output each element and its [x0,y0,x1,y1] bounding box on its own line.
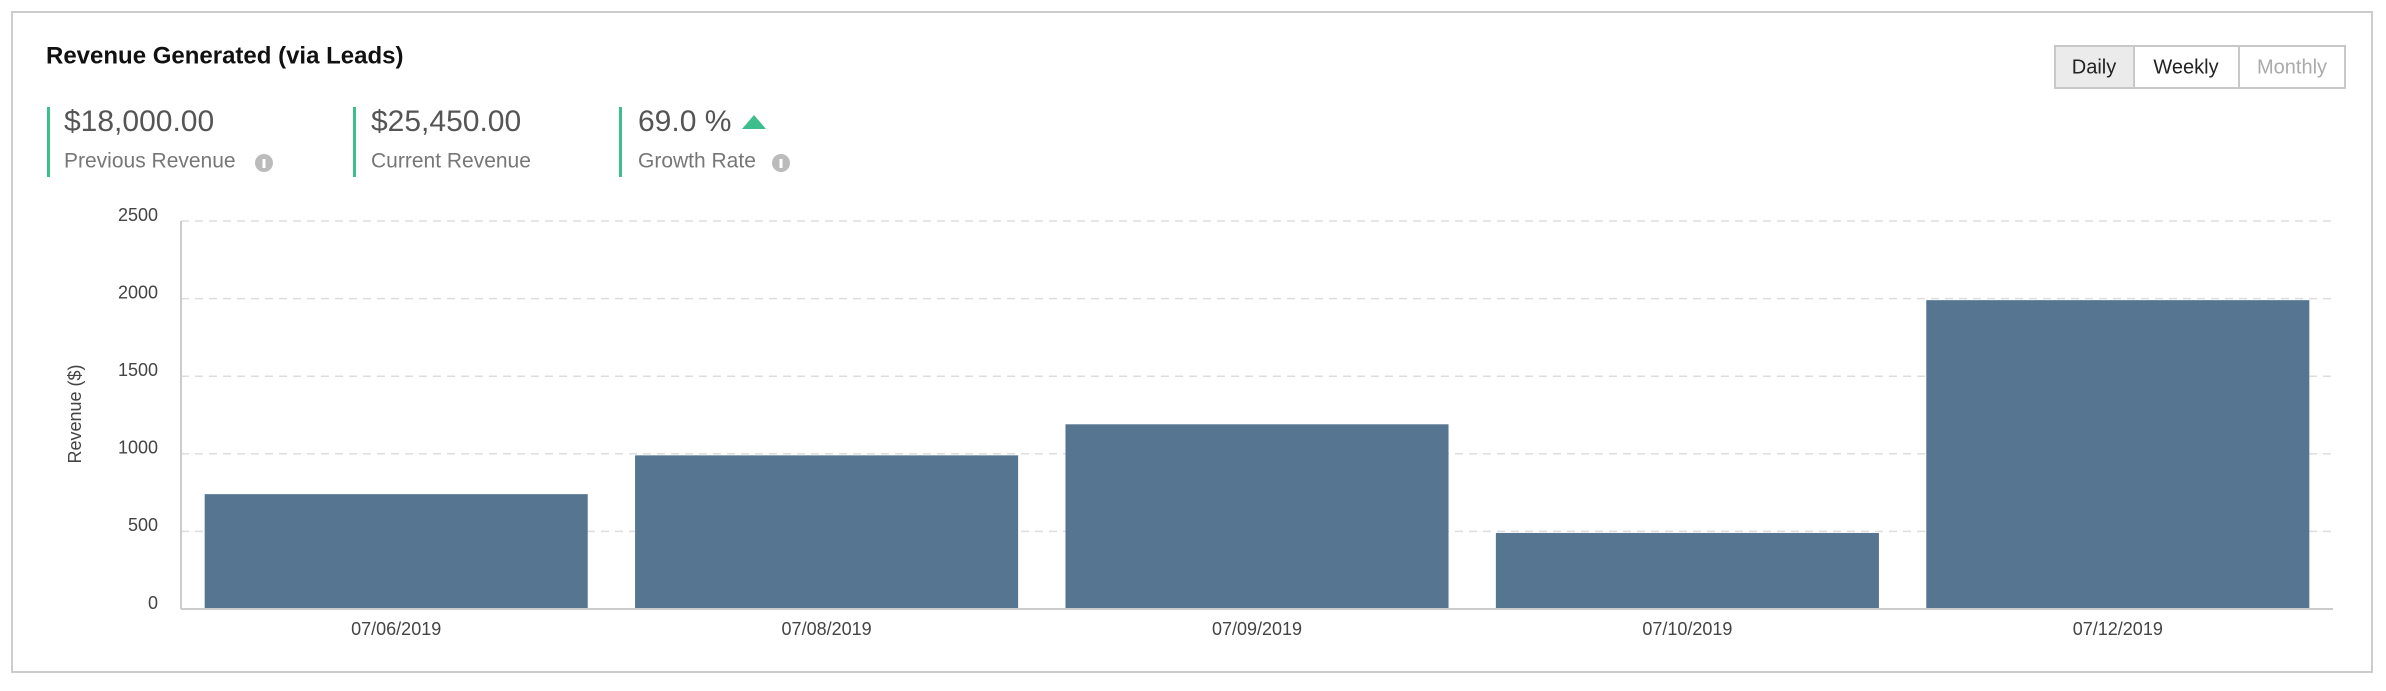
y-tick-label: 1000 [118,438,158,458]
button-label[interactable]: Weekly [2153,56,2218,78]
bar [1926,300,2310,609]
button-label[interactable]: Daily [2072,56,2116,78]
metrics: $18,000.00 Previous Revenue $25,450.00 C… [47,105,790,177]
info-icon-glyph [262,159,266,168]
y-tick-label: 2000 [118,282,158,302]
y-tick-label: 2500 [118,205,158,225]
y-tick-label: 0 [148,593,158,613]
x-tick-label: 07/12/2019 [2073,619,2163,639]
bar [204,494,588,609]
x-tick-label: 07/08/2019 [782,619,872,639]
bar-chart: 0 500 1000 1500 2000 2500 Revenue ($) 07/06/201… [65,205,2333,639]
metric-accent [619,107,622,177]
monthly-button[interactable] [2238,45,2346,89]
bar [1495,532,1879,609]
metric-value: $25,450.00 [371,105,521,138]
bar [635,455,1019,609]
y-axis-label: Revenue ($) [65,364,85,463]
widget-title: Revenue Generated (via Leads) [46,42,403,69]
bar [1065,424,1449,609]
metric-value: $18,000.00 [64,105,214,138]
y-tick-label: 1500 [118,360,158,380]
period-switch: Daily Weekly Monthly [2054,45,2346,89]
info-icon-glyph [779,159,783,168]
weekly-button[interactable] [2133,45,2240,89]
x-tick-label: 07/10/2019 [1642,619,1732,639]
daily-button[interactable] [2054,45,2135,89]
y-tick-label: 500 [128,515,158,535]
metric-label: Growth Rate [638,150,756,173]
button-label[interactable]: Monthly [2257,56,2327,78]
metric-label: Current Revenue [371,150,531,173]
growth-up-arrow [742,115,766,129]
metric-accent [353,107,356,177]
metric-accent [47,107,50,177]
x-tick-label: 07/06/2019 [351,619,441,639]
metric-value: 69.0 % [638,105,731,138]
x-tick-label: 07/09/2019 [1212,619,1302,639]
metric-label: Previous Revenue [64,150,236,173]
